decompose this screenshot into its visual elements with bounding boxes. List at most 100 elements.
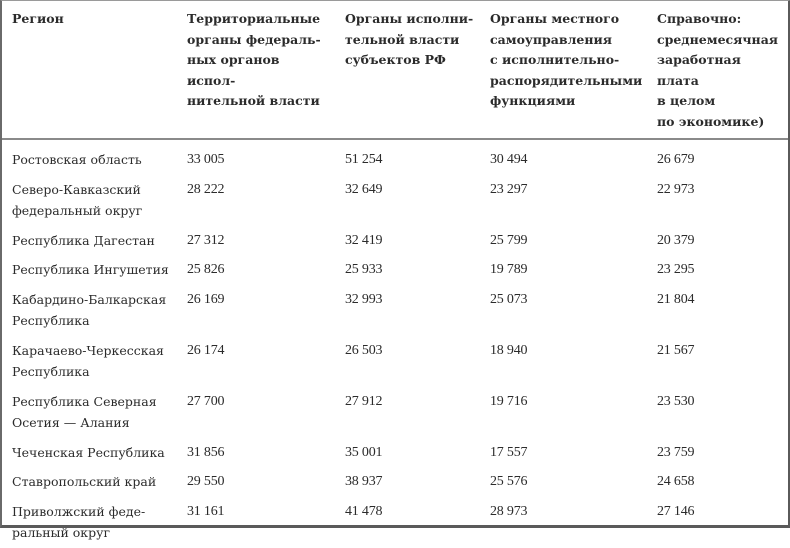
cell-region: Карачаево-Черкесская Республика [2,336,177,387]
header-region: Регион [2,1,177,140]
header-line: заработная плата [657,52,741,88]
table-row: Северо-Кавказский федеральный округ 28 222… [2,175,788,226]
cell-avg-salary: 20 379 [657,232,695,248]
cell-region: Кабардино-Балкарская Республика [2,285,177,336]
table-row: Кабардино-Балкарская Республика 26 169 32 9… [2,285,788,336]
header-line: среднемесячная [657,31,779,47]
table-row: Республика Дагестан 27 312 32 419 25 799 20 … [2,226,788,256]
cell-subject-bodies: 32 649 [345,181,383,197]
table-row: Ростовская область 33 005 51 254 30 494 26 6… [2,139,788,175]
header-federal-bodies: Территориальные органы федераль-ных орган… [177,1,335,140]
cell-avg-salary: 26 679 [657,152,695,167]
header-line: Регион [12,11,64,26]
cell-avg-salary: 21 804 [657,291,695,307]
cell-local-government: 25 799 [490,232,528,248]
cell-federal-bodies: 25 826 [187,262,225,277]
cell-subject-bodies: 32 419 [345,232,383,248]
region-name-line: Республика Ингушетия [12,262,169,277]
region-name-line: Чеченская Республика [12,444,165,460]
cell-local-government: 19 789 [490,262,528,277]
region-name-line: Карачаево-Черкесская [12,342,164,358]
cell-federal-bodies: 27 312 [187,232,225,248]
header-line: Органы исполни- [345,11,474,26]
cell-local-government: 28 973 [490,503,528,519]
cell-region: Республика Дагестан [2,226,177,256]
region-name-line: Приволжский феде- [12,503,146,519]
table-row: Республика Северная Осетия — Алания 27 700… [2,387,788,438]
cell-avg-salary: 23 759 [657,444,695,460]
cell-region: Северо-Кавказский федеральный округ [2,175,177,226]
cell-federal-bodies: 26 174 [187,342,225,358]
cell-region: Приволжский феде-ральный округ [2,497,177,548]
header-line: самоуправления [490,31,613,47]
header-line: Справочно: [657,11,742,26]
header-line: в целом [657,93,716,108]
cell-local-government: 19 716 [490,393,528,409]
table-body: Ростовская область 33 005 51 254 30 494 26 6… [2,139,788,548]
cell-subject-bodies: 41 478 [345,503,383,519]
cell-avg-salary: 23 530 [657,393,695,409]
header-line: ных органов испол- [187,52,280,88]
header-line: по экономике) [657,113,765,129]
cell-federal-bodies: 28 222 [187,181,225,197]
cell-subject-bodies: 26 503 [345,342,383,358]
cell-region: Чеченская Республика [2,438,177,468]
table-row: Чеченская Республика 31 856 35 001 17 557 23… [2,438,788,468]
header-line: субъектов РФ [345,52,446,67]
header-row: Регион Территориальные органы федераль-ных… [2,1,788,140]
region-name-line: Осетия — Алания [12,415,130,430]
header-avg-salary: Справочно: среднемесячная заработная плата… [647,1,788,140]
cell-federal-bodies: 31 856 [187,444,225,460]
region-name-line: Кабардино-Балкарская [12,291,167,307]
cell-subject-bodies: 32 993 [345,291,383,307]
table-row: Республика Ингушетия 25 826 25 933 19 789 23… [2,255,788,285]
region-name-line: ральный округ [12,525,111,540]
header-line: распорядительными [490,72,643,88]
table-row: Приволжский феде-ральный округ 31 161 41 4… [2,497,788,548]
cell-local-government: 18 940 [490,342,528,358]
table-row: Карачаево-Черкесская Республика 26 174 26 5… [2,336,788,387]
region-name-line: Республика [12,364,90,379]
cell-avg-salary: 24 658 [657,474,695,489]
cell-federal-bodies: 29 550 [187,474,225,489]
cell-federal-bodies: 33 005 [187,152,225,167]
header-subject-bodies: Органы исполни-тельной власти субъектов Р… [335,1,480,140]
header-local-government: Органы местного самоуправления с исполните… [480,1,647,140]
header-line: с исполнительно- [490,52,620,67]
cell-federal-bodies: 27 700 [187,393,225,409]
region-name-line: Ростовская область [12,152,142,167]
cell-region: Республика Северная Осетия — Алания [2,387,177,438]
cell-federal-bodies: 26 169 [187,291,225,307]
cell-avg-salary: 21 567 [657,342,695,358]
region-name-line: Республика [12,313,90,328]
cell-local-government: 30 494 [490,152,528,167]
cell-region: Республика Ингушетия [2,255,177,285]
cell-local-government: 25 073 [490,291,528,307]
cell-subject-bodies: 35 001 [345,444,383,460]
region-name-line: Северо-Кавказский [12,181,141,197]
cell-local-government: 25 576 [490,474,528,489]
cell-region: Ставропольский край [2,467,177,497]
table-row: Ставропольский край 29 550 38 937 25 576 24 … [2,467,788,497]
header-line: Территориальные [187,11,321,26]
region-name-line: Ставропольский край [12,474,157,489]
cell-local-government: 23 297 [490,181,528,197]
cell-avg-salary: 27 146 [657,503,695,519]
cell-subject-bodies: 51 254 [345,152,383,167]
cell-subject-bodies: 38 937 [345,474,383,489]
cell-local-government: 17 557 [490,444,528,460]
cell-federal-bodies: 31 161 [187,503,225,519]
header-line: тельной власти [345,31,460,47]
cell-region: Ростовская область [2,139,177,175]
cell-subject-bodies: 27 912 [345,393,383,409]
region-name-line: Республика Дагестан [12,232,155,248]
header-line: органы федераль- [187,31,321,47]
cell-avg-salary: 23 295 [657,262,695,277]
header-line: нительной власти [187,93,320,108]
cell-avg-salary: 22 973 [657,181,695,197]
region-name-line: Республика Северная [12,393,157,409]
header-line: Органы местного [490,11,620,26]
cell-subject-bodies: 25 933 [345,262,383,277]
